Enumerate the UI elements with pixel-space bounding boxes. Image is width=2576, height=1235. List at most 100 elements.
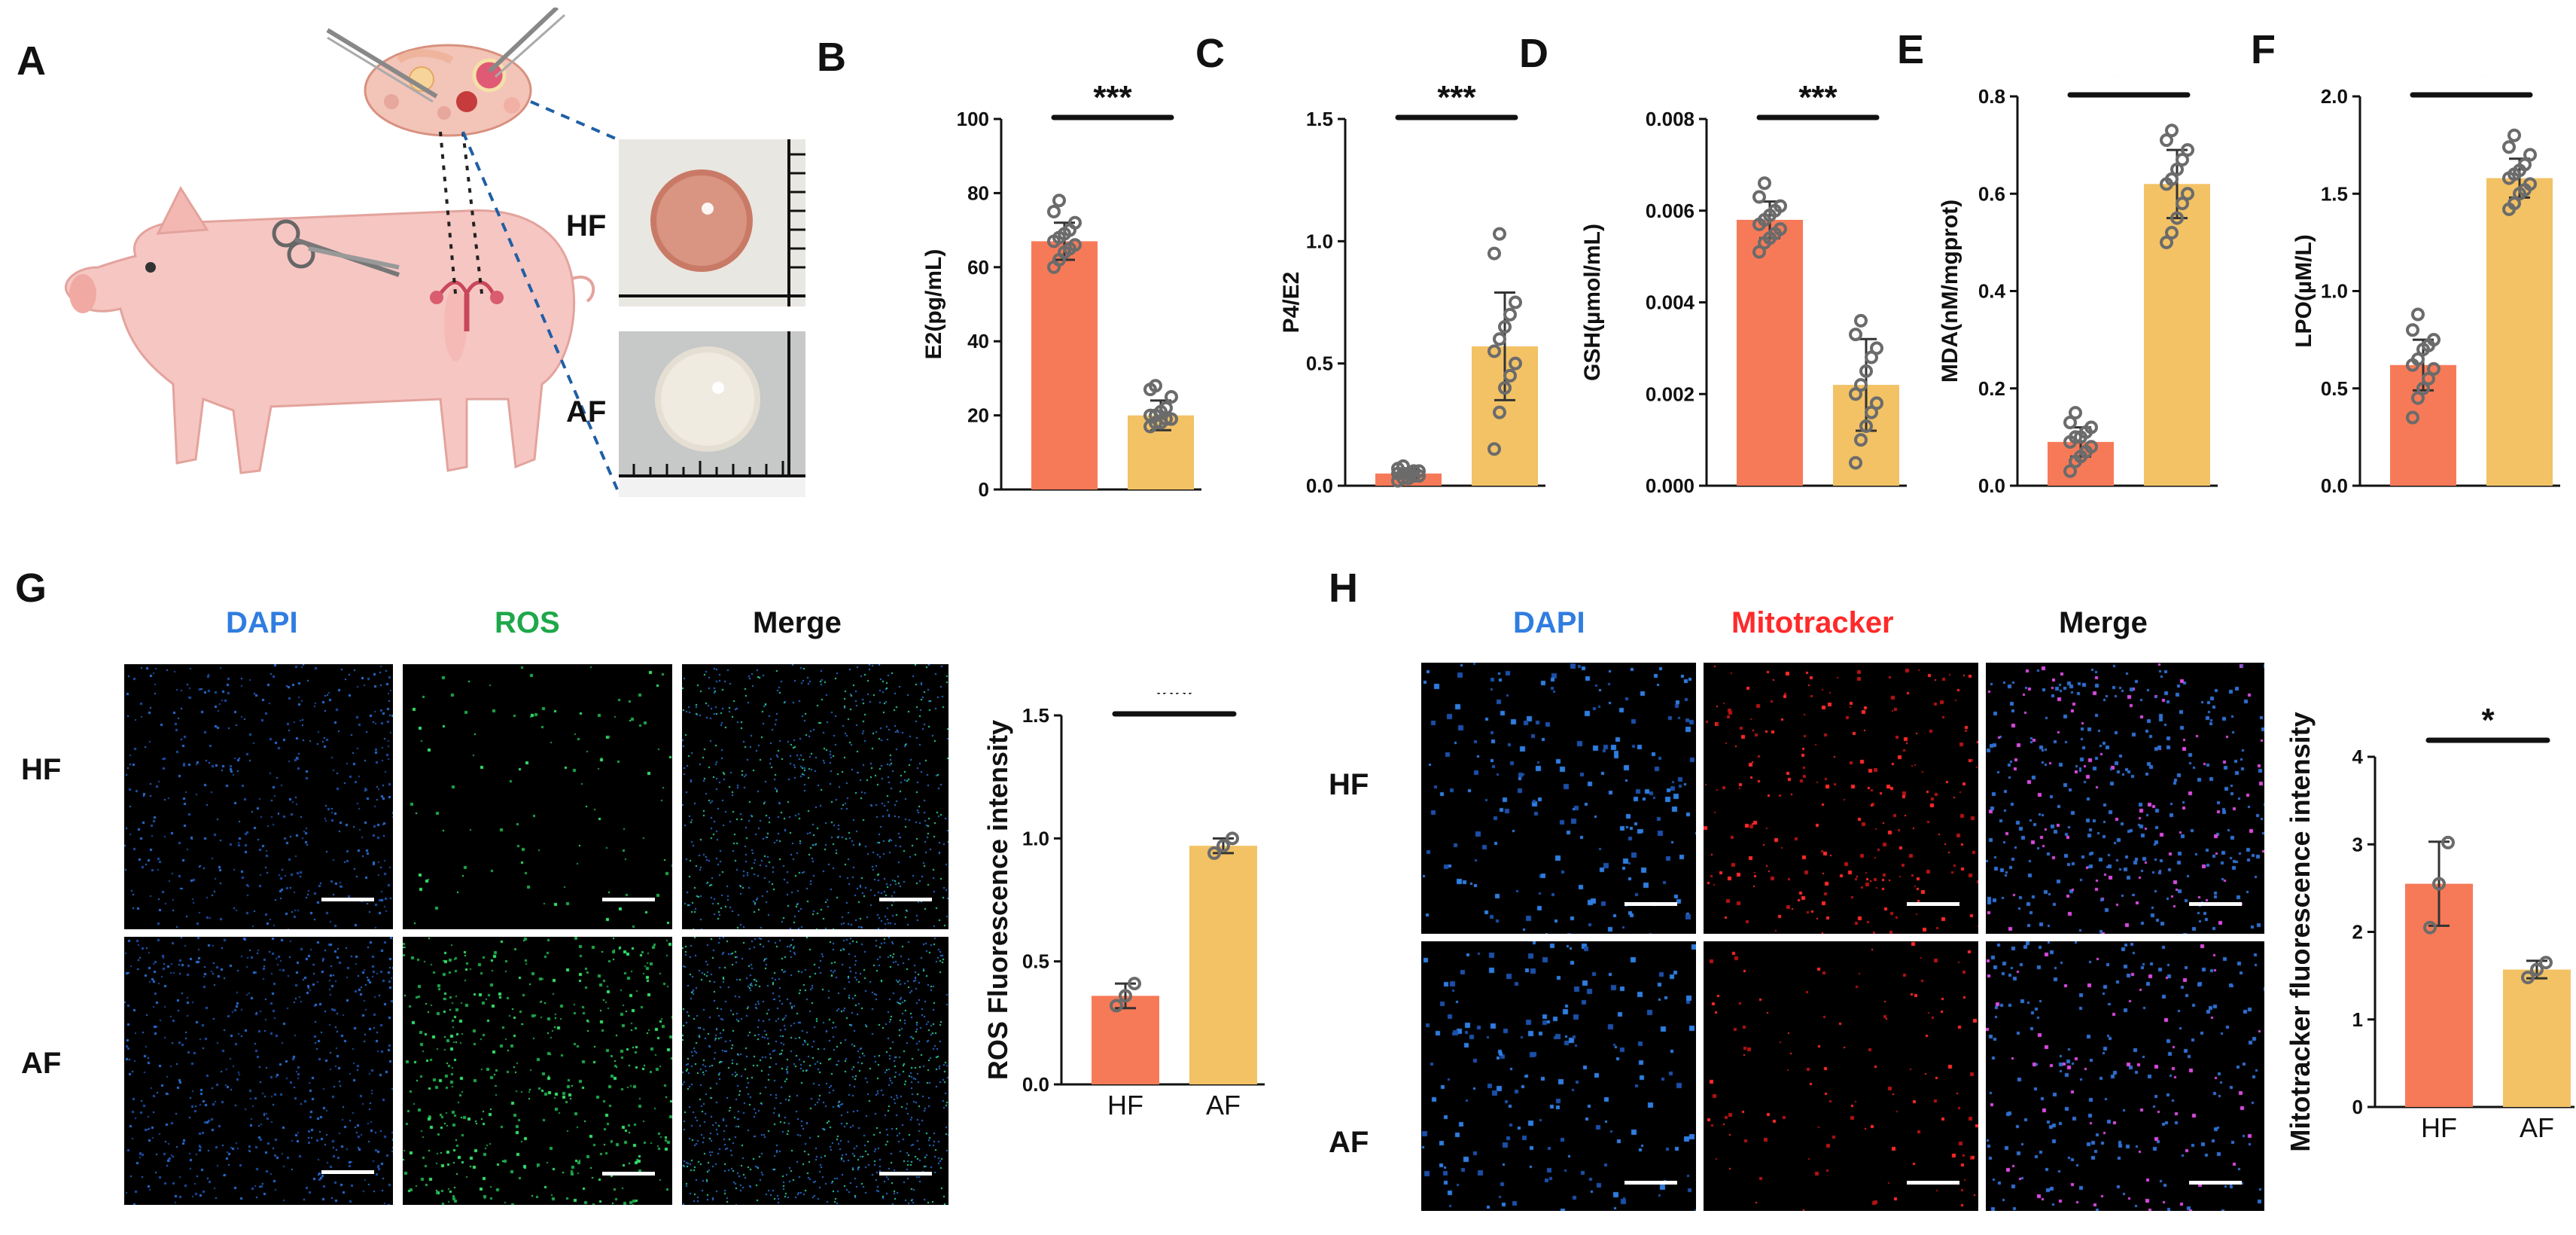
scale-bar — [2189, 1181, 2242, 1185]
data-point — [2181, 187, 2194, 201]
data-point — [1052, 194, 1066, 208]
data-point — [1849, 456, 1862, 470]
scale-bar — [602, 898, 655, 901]
g-af-ros-image — [403, 937, 672, 1205]
data-point — [2539, 956, 2553, 970]
data-point — [1487, 246, 1501, 261]
y-tick-label-g: 1.5 — [1022, 704, 1049, 727]
y-tick-label-c: 1.5 — [1306, 108, 1333, 130]
x-tick-label-hf: HF — [2063, 491, 2099, 497]
data-point — [1870, 341, 1883, 355]
data-point — [1165, 390, 1178, 404]
data-point — [2422, 371, 2435, 386]
x-tick-label-hf: HF — [1390, 491, 1427, 497]
data-point — [2507, 197, 2521, 211]
significance-stars: *** — [1093, 79, 1132, 116]
scale-bar — [321, 1170, 374, 1174]
data-point — [2069, 430, 2082, 444]
col-label-dapi-g: DAPI — [226, 606, 298, 639]
data-point — [1849, 328, 1862, 342]
data-point — [1498, 381, 1512, 395]
y-tick-label-f: 2.0 — [2321, 85, 2348, 108]
x-tick-label-af: AF — [1143, 495, 1178, 497]
scale-bar — [879, 1172, 932, 1176]
y-tick-label-d: 0.008 — [1646, 108, 1694, 130]
data-point — [2427, 361, 2441, 376]
data-point — [1487, 442, 1501, 456]
h-af-merge-image — [1986, 941, 2264, 1211]
data-point — [2063, 415, 2077, 429]
y-tick-label-d: 0.000 — [1646, 474, 1694, 497]
scale-bar — [602, 1172, 655, 1176]
y-tick-label-g: 0.0 — [1022, 1073, 1049, 1096]
data-point — [1128, 977, 1141, 991]
row-label-hf-h: HF — [1329, 768, 1369, 801]
y-tick-label-f: 0.0 — [2321, 474, 2348, 497]
data-point — [1752, 190, 1766, 204]
x-tick-label-af: AF — [1849, 491, 1883, 497]
data-point — [1487, 344, 1501, 358]
data-point — [2507, 128, 2521, 142]
ovary-icon — [364, 44, 532, 137]
col-label-mitotracker: Mitotracker — [1731, 606, 1894, 639]
data-point — [1110, 999, 1123, 1013]
y-tick-label-c: 0.0 — [1306, 474, 1333, 497]
x-tick-label-hf: HF — [1752, 491, 1788, 497]
col-label-merge-h: Merge — [2059, 606, 2148, 639]
data-point — [2441, 835, 2455, 849]
y-tick-label-d: 0.004 — [1646, 291, 1695, 314]
col-label-merge-g: Merge — [753, 606, 842, 639]
significance-stars: *** — [1798, 79, 1838, 116]
significance-stars: *** — [2452, 75, 2491, 93]
data-point — [1774, 199, 1787, 213]
data-point — [1412, 464, 1426, 478]
data-point — [1493, 227, 1506, 241]
y-tick-label-d: 0.006 — [1646, 200, 1694, 222]
scissors-icon — [272, 219, 400, 277]
data-point — [2176, 153, 2189, 167]
data-point — [2170, 211, 2184, 225]
y-tick-label-c: 1.0 — [1306, 230, 1333, 252]
x-tick-label-hf: HF — [2405, 491, 2441, 497]
chart-ros-intensity: 0.0 0.5 1.0 1.5 ROS Fluorescence intensity HF… — [982, 693, 1265, 1121]
data-point — [2502, 140, 2516, 154]
data-point — [2406, 323, 2419, 337]
y-tick-label-e: 0.8 — [1978, 85, 2005, 108]
data-point — [1493, 405, 1506, 419]
data-point — [2523, 148, 2537, 162]
data-point — [2165, 225, 2179, 239]
forceps-icon — [326, 8, 565, 103]
data-point — [1149, 379, 1162, 393]
y-axis-label-e: MDA(nM/mgprot) — [1938, 200, 1962, 383]
data-point — [2411, 307, 2425, 322]
data-point — [2069, 406, 2082, 420]
data-point — [1774, 222, 1787, 236]
x-tick-label-hf: HF — [1046, 495, 1082, 497]
y-tick-label-d: 0.002 — [1646, 383, 1694, 405]
y-tick-label-h: 0 — [2352, 1096, 2363, 1118]
row-label-af-h: AF — [1329, 1126, 1369, 1159]
y-axis-label-f: LPO(µM/L) — [2291, 234, 2316, 348]
y-tick-label-e: 0.6 — [1978, 182, 2005, 205]
data-point — [1854, 313, 1868, 328]
y-axis-label-h: Mitotracker fluorescence intensity — [2285, 712, 2316, 1151]
g-af-merge-image — [682, 937, 948, 1205]
y-tick-label-h: 4 — [2352, 746, 2364, 768]
panel-label-b: B — [817, 35, 846, 80]
y-tick-label-f: 1.0 — [2321, 280, 2348, 303]
y-tick-label-g: 1.0 — [1022, 827, 1049, 849]
data-point — [1226, 831, 1239, 846]
h-hf-merge-image — [1986, 663, 2264, 934]
chart-mitotracker-intensity: 0 1 2 3 4 Mitotracker fluorescence intensity H… — [2285, 702, 2574, 1152]
data-point — [1159, 401, 1173, 415]
uterus-icon — [430, 280, 504, 331]
scale-bar — [1907, 902, 1959, 906]
data-point — [2176, 197, 2189, 211]
data-point — [1068, 215, 1082, 230]
scale-bar — [879, 898, 932, 901]
data-point — [1509, 356, 1522, 370]
panel-label-a: A — [17, 38, 46, 84]
x-tick-label-af: AF — [2160, 491, 2194, 497]
x-tick-label-af: AF — [2520, 1112, 2554, 1143]
bar-hf — [1031, 241, 1098, 489]
